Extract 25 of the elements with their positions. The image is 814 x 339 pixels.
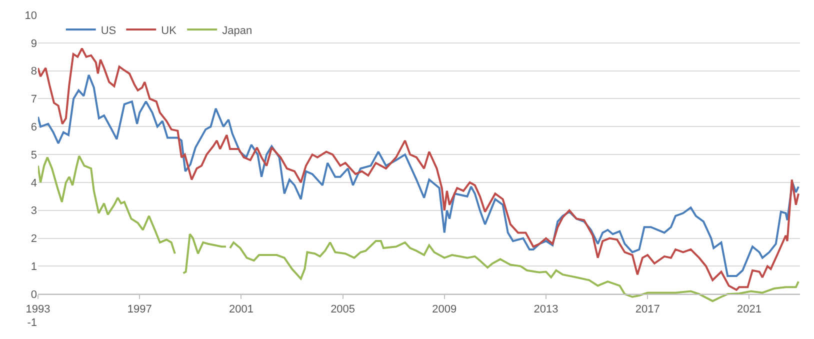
y-tick-label: -1 <box>27 316 37 329</box>
y-tick-label: 4 <box>30 177 37 190</box>
x-tick-label: 1997 <box>127 303 152 316</box>
legend-label: UK <box>161 24 178 37</box>
x-tick-label: 2017 <box>635 303 660 316</box>
x-tick-label: 2013 <box>534 303 558 316</box>
line-series <box>38 74 800 277</box>
x-tick-label: 2009 <box>432 303 457 316</box>
x-tick-label: 1993 <box>26 303 50 316</box>
y-tick-label: 0 <box>30 288 37 301</box>
y-tick-label: 2 <box>30 233 37 246</box>
legend-label: Japan <box>222 24 252 37</box>
y-tick-label: 9 <box>30 38 37 50</box>
y-tick-label: 10 <box>24 10 37 22</box>
y-tick-label: 3 <box>30 205 37 218</box>
y-tick-label: 8 <box>30 66 37 78</box>
x-tick-label: 2005 <box>330 303 356 316</box>
y-tick-label: 5 <box>30 149 37 162</box>
x-tick-label: 2001 <box>228 303 254 316</box>
y-tick-label: 1 <box>30 261 37 274</box>
y-tick-label: 6 <box>30 121 37 134</box>
line-series <box>38 47 800 291</box>
legend-label: US <box>100 24 116 37</box>
x-tick-label: 2021 <box>736 303 762 316</box>
y-tick-label: 7 <box>30 94 37 106</box>
